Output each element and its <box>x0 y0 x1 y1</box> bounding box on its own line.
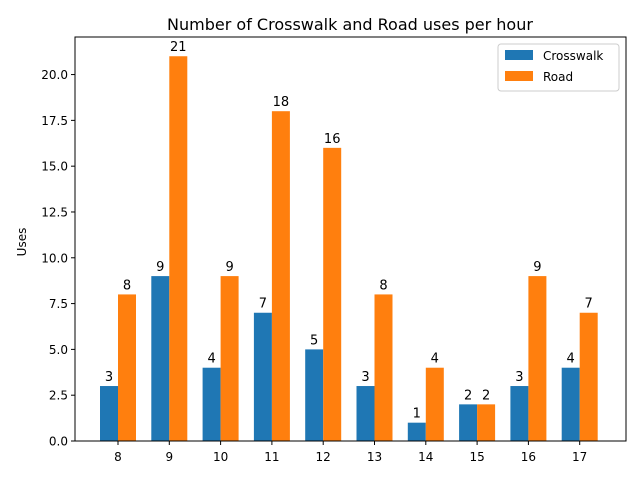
x-tick-label: 12 <box>316 450 331 464</box>
x-tick-label: 10 <box>213 450 228 464</box>
x-tick-label: 16 <box>521 450 536 464</box>
bars-layer <box>100 56 598 442</box>
legend-swatch-road <box>505 71 533 81</box>
bar-road-11 <box>271 111 290 442</box>
legend-label-crosswalk: Crosswalk <box>543 49 603 63</box>
bar-road-15 <box>477 404 496 441</box>
bar-label-crosswalk-8: 3 <box>105 370 113 385</box>
bar-labels-layer: 3 9 4 7 5 3 1 2 3 4 8 21 9 18 16 8 4 2 9 7 <box>105 40 593 421</box>
x-tick-label: 13 <box>367 450 382 464</box>
bar-road-8 <box>118 294 136 441</box>
x-tick-label: 17 <box>572 450 587 464</box>
bar-crosswalk-14 <box>407 422 426 441</box>
bar-crosswalk-8 <box>100 386 118 441</box>
bar-label-road-13: 8 <box>379 278 387 293</box>
y-tick-label: 20.0 <box>41 68 68 82</box>
y-axis: 0.0 2.5 5.0 7.5 10.0 12.5 15.0 17.5 20.0 <box>41 68 75 449</box>
bar-label-road-12: 16 <box>324 132 341 147</box>
bar-label-road-14: 4 <box>431 352 439 367</box>
y-tick-label: 2.5 <box>49 389 68 403</box>
y-axis-label: Uses <box>15 228 29 257</box>
y-tick-label: 17.5 <box>41 114 68 128</box>
x-tick-label: 9 <box>165 450 173 464</box>
x-tick-label: 11 <box>264 450 279 464</box>
bar-road-10 <box>220 276 239 441</box>
plot-frame <box>74 36 627 442</box>
bar-label-road-10: 9 <box>225 260 233 275</box>
bar-crosswalk-13 <box>356 386 375 441</box>
bar-crosswalk-11 <box>253 312 272 441</box>
bar-crosswalk-17 <box>561 367 580 441</box>
x-tick-label: 8 <box>114 450 122 464</box>
bar-label-road-17: 7 <box>585 297 593 312</box>
y-tick-label: 0.0 <box>49 435 68 449</box>
bar-road-16 <box>528 276 547 441</box>
y-tick-label: 15.0 <box>41 160 68 174</box>
bar-road-17 <box>579 312 598 441</box>
bar-road-14 <box>425 367 444 441</box>
bar-label-crosswalk-15: 2 <box>464 388 472 403</box>
bar-label-crosswalk-11: 7 <box>259 297 267 312</box>
bar-label-crosswalk-14: 1 <box>413 407 421 422</box>
legend-swatch-crosswalk <box>505 50 533 60</box>
bar-label-crosswalk-12: 5 <box>310 333 318 348</box>
bar-label-crosswalk-16: 3 <box>515 370 523 385</box>
y-tick-label: 12.5 <box>41 205 68 219</box>
y-tick-label: 10.0 <box>41 251 68 265</box>
x-tick-label: 15 <box>469 450 484 464</box>
chart-title: Number of Crosswalk and Road uses per ho… <box>167 15 533 34</box>
bar-label-road-8: 8 <box>123 278 131 293</box>
bar-label-road-16: 9 <box>533 260 541 275</box>
bar-label-road-11: 18 <box>273 95 290 110</box>
x-tick-label: 14 <box>418 450 433 464</box>
bar-label-crosswalk-10: 4 <box>207 352 215 367</box>
bar-label-road-9: 21 <box>170 40 187 55</box>
legend-label-road: Road <box>543 70 573 84</box>
bar-label-crosswalk-13: 3 <box>361 370 369 385</box>
bar-label-crosswalk-17: 4 <box>567 352 575 367</box>
bar-crosswalk-10 <box>202 367 221 441</box>
x-axis: 8 9 10 11 12 13 14 15 16 17 <box>114 441 587 464</box>
bar-crosswalk-15 <box>459 404 478 441</box>
bar-crosswalk-12 <box>305 349 324 441</box>
legend: Crosswalk Road <box>497 43 620 92</box>
bar-label-road-15: 2 <box>482 388 490 403</box>
bar-road-12 <box>323 147 342 441</box>
bar-crosswalk-9 <box>151 276 170 441</box>
y-tick-label: 5.0 <box>49 343 68 357</box>
y-tick-label: 7.5 <box>49 297 68 311</box>
bar-road-9 <box>169 56 188 441</box>
bar-crosswalk-16 <box>510 386 529 441</box>
bar-road-13 <box>374 294 393 441</box>
bar-label-crosswalk-9: 9 <box>156 260 164 275</box>
